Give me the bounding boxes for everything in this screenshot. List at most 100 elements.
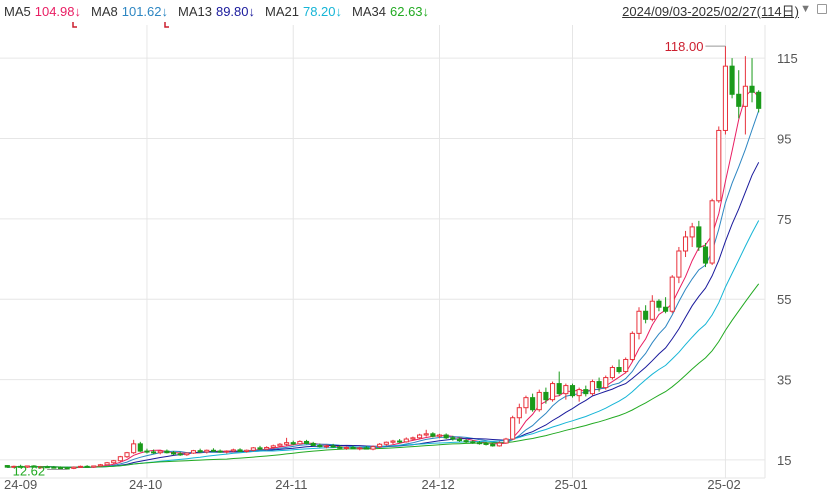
candle-body <box>184 452 190 456</box>
candle-body <box>576 389 582 397</box>
date-range-label[interactable]: 2024/09/03-2025/02/27(114日) <box>622 4 799 19</box>
low-annotation: 12.62 <box>13 463 46 478</box>
caret-down-icon[interactable]: ▼ <box>800 3 811 15</box>
ma-line-ma5 <box>7 88 760 469</box>
candle-body <box>91 465 97 468</box>
candle-body <box>18 465 24 468</box>
candle-body <box>197 450 203 453</box>
candle-body <box>417 434 423 439</box>
candle-body <box>97 464 103 467</box>
candle-body <box>164 450 170 454</box>
candle-body <box>709 200 715 264</box>
ma-legend-value: 104.98↓ <box>34 4 81 19</box>
candle-body <box>589 381 596 395</box>
ma-legend-item-ma8: MA8 101.62↓ <box>91 2 168 22</box>
candle-body <box>436 434 443 437</box>
x-tick-label: 24-11 <box>275 477 307 492</box>
expand-icon[interactable] <box>817 4 827 14</box>
candle-body <box>682 236 689 252</box>
candle-body <box>549 383 556 401</box>
candle-body <box>284 442 290 445</box>
candle-body <box>716 129 722 202</box>
ma-legend-value: 62.63↓ <box>390 4 430 19</box>
y-tick-label: 15 <box>777 453 791 468</box>
candle-body <box>543 391 549 401</box>
candle-body <box>4 465 10 468</box>
candle-body <box>403 438 409 443</box>
candle-body <box>636 310 642 334</box>
candle-body <box>569 385 576 397</box>
candle-body <box>111 460 117 464</box>
candle-body <box>157 450 163 454</box>
candle-body <box>210 449 217 452</box>
candle-body <box>516 407 522 419</box>
candle-body <box>270 445 276 448</box>
candle-body <box>742 85 748 107</box>
ma-legend-value: 78.20↓ <box>302 4 343 19</box>
candle-body <box>470 441 476 444</box>
candle-body <box>503 438 509 444</box>
candle-body <box>330 445 336 448</box>
candle-body <box>77 465 84 468</box>
candle-body <box>244 449 250 452</box>
candle-body <box>104 462 110 466</box>
y-tick-label: 75 <box>777 212 791 227</box>
ma-legend: MA5 104.98↓ MA8 101.62↓ MA13 89.80↓ MA21 78.20↓… <box>4 2 429 22</box>
candle-body <box>476 442 482 445</box>
candle-body <box>663 306 669 312</box>
candle-body <box>57 467 64 470</box>
candle-body <box>490 443 496 447</box>
candle-body <box>24 465 30 468</box>
candle-body <box>297 440 303 445</box>
candle-body <box>303 440 310 444</box>
x-tick-label: 24-12 <box>422 477 455 492</box>
candle-body <box>250 447 256 451</box>
candle-body <box>204 449 210 453</box>
candle-body <box>669 276 675 312</box>
candle-body <box>350 446 356 450</box>
candle-body <box>736 93 742 107</box>
candle-body <box>84 465 90 468</box>
candle-body <box>702 246 709 264</box>
ma-legend-name: MA21 <box>265 4 299 19</box>
candle-body <box>510 417 516 440</box>
ma-line-ma34 <box>7 283 760 468</box>
candle-body <box>217 450 223 453</box>
candle-body <box>556 383 562 395</box>
y-tick-label: 55 <box>777 292 791 307</box>
high-annotation: 118.00 <box>665 39 704 54</box>
candle-body <box>38 466 44 469</box>
candle-body <box>609 367 615 379</box>
candle-body <box>483 442 489 445</box>
candle-body <box>357 447 363 450</box>
candle-body <box>370 446 376 450</box>
candle-body <box>689 226 695 238</box>
candle-body <box>676 250 682 278</box>
candle-body <box>131 443 137 454</box>
candle-body <box>423 433 429 436</box>
y-tick-label: 115 <box>777 51 798 66</box>
candle-body <box>257 447 263 450</box>
candle-body <box>696 226 702 248</box>
ma-legend-item-ma13: MA13 89.80↓ <box>178 2 255 22</box>
candle-body <box>596 381 602 389</box>
candle-body <box>230 449 236 452</box>
candle-body <box>264 446 270 450</box>
candle-body <box>722 65 728 131</box>
ma-legend-name: MA5 <box>4 4 31 19</box>
candle-body <box>363 447 369 450</box>
y-tick-label: 95 <box>777 131 791 146</box>
candle-body <box>629 332 635 360</box>
candle-body <box>170 452 177 455</box>
candle-body <box>623 358 629 373</box>
candle-body <box>536 391 542 411</box>
candle-body <box>523 397 529 409</box>
candle-body <box>456 438 463 442</box>
candle-body <box>496 442 502 447</box>
candle-body <box>530 397 536 411</box>
candle-body <box>450 437 456 440</box>
candle-body <box>151 451 157 454</box>
candle-body <box>144 450 150 453</box>
candle-body <box>44 466 50 469</box>
